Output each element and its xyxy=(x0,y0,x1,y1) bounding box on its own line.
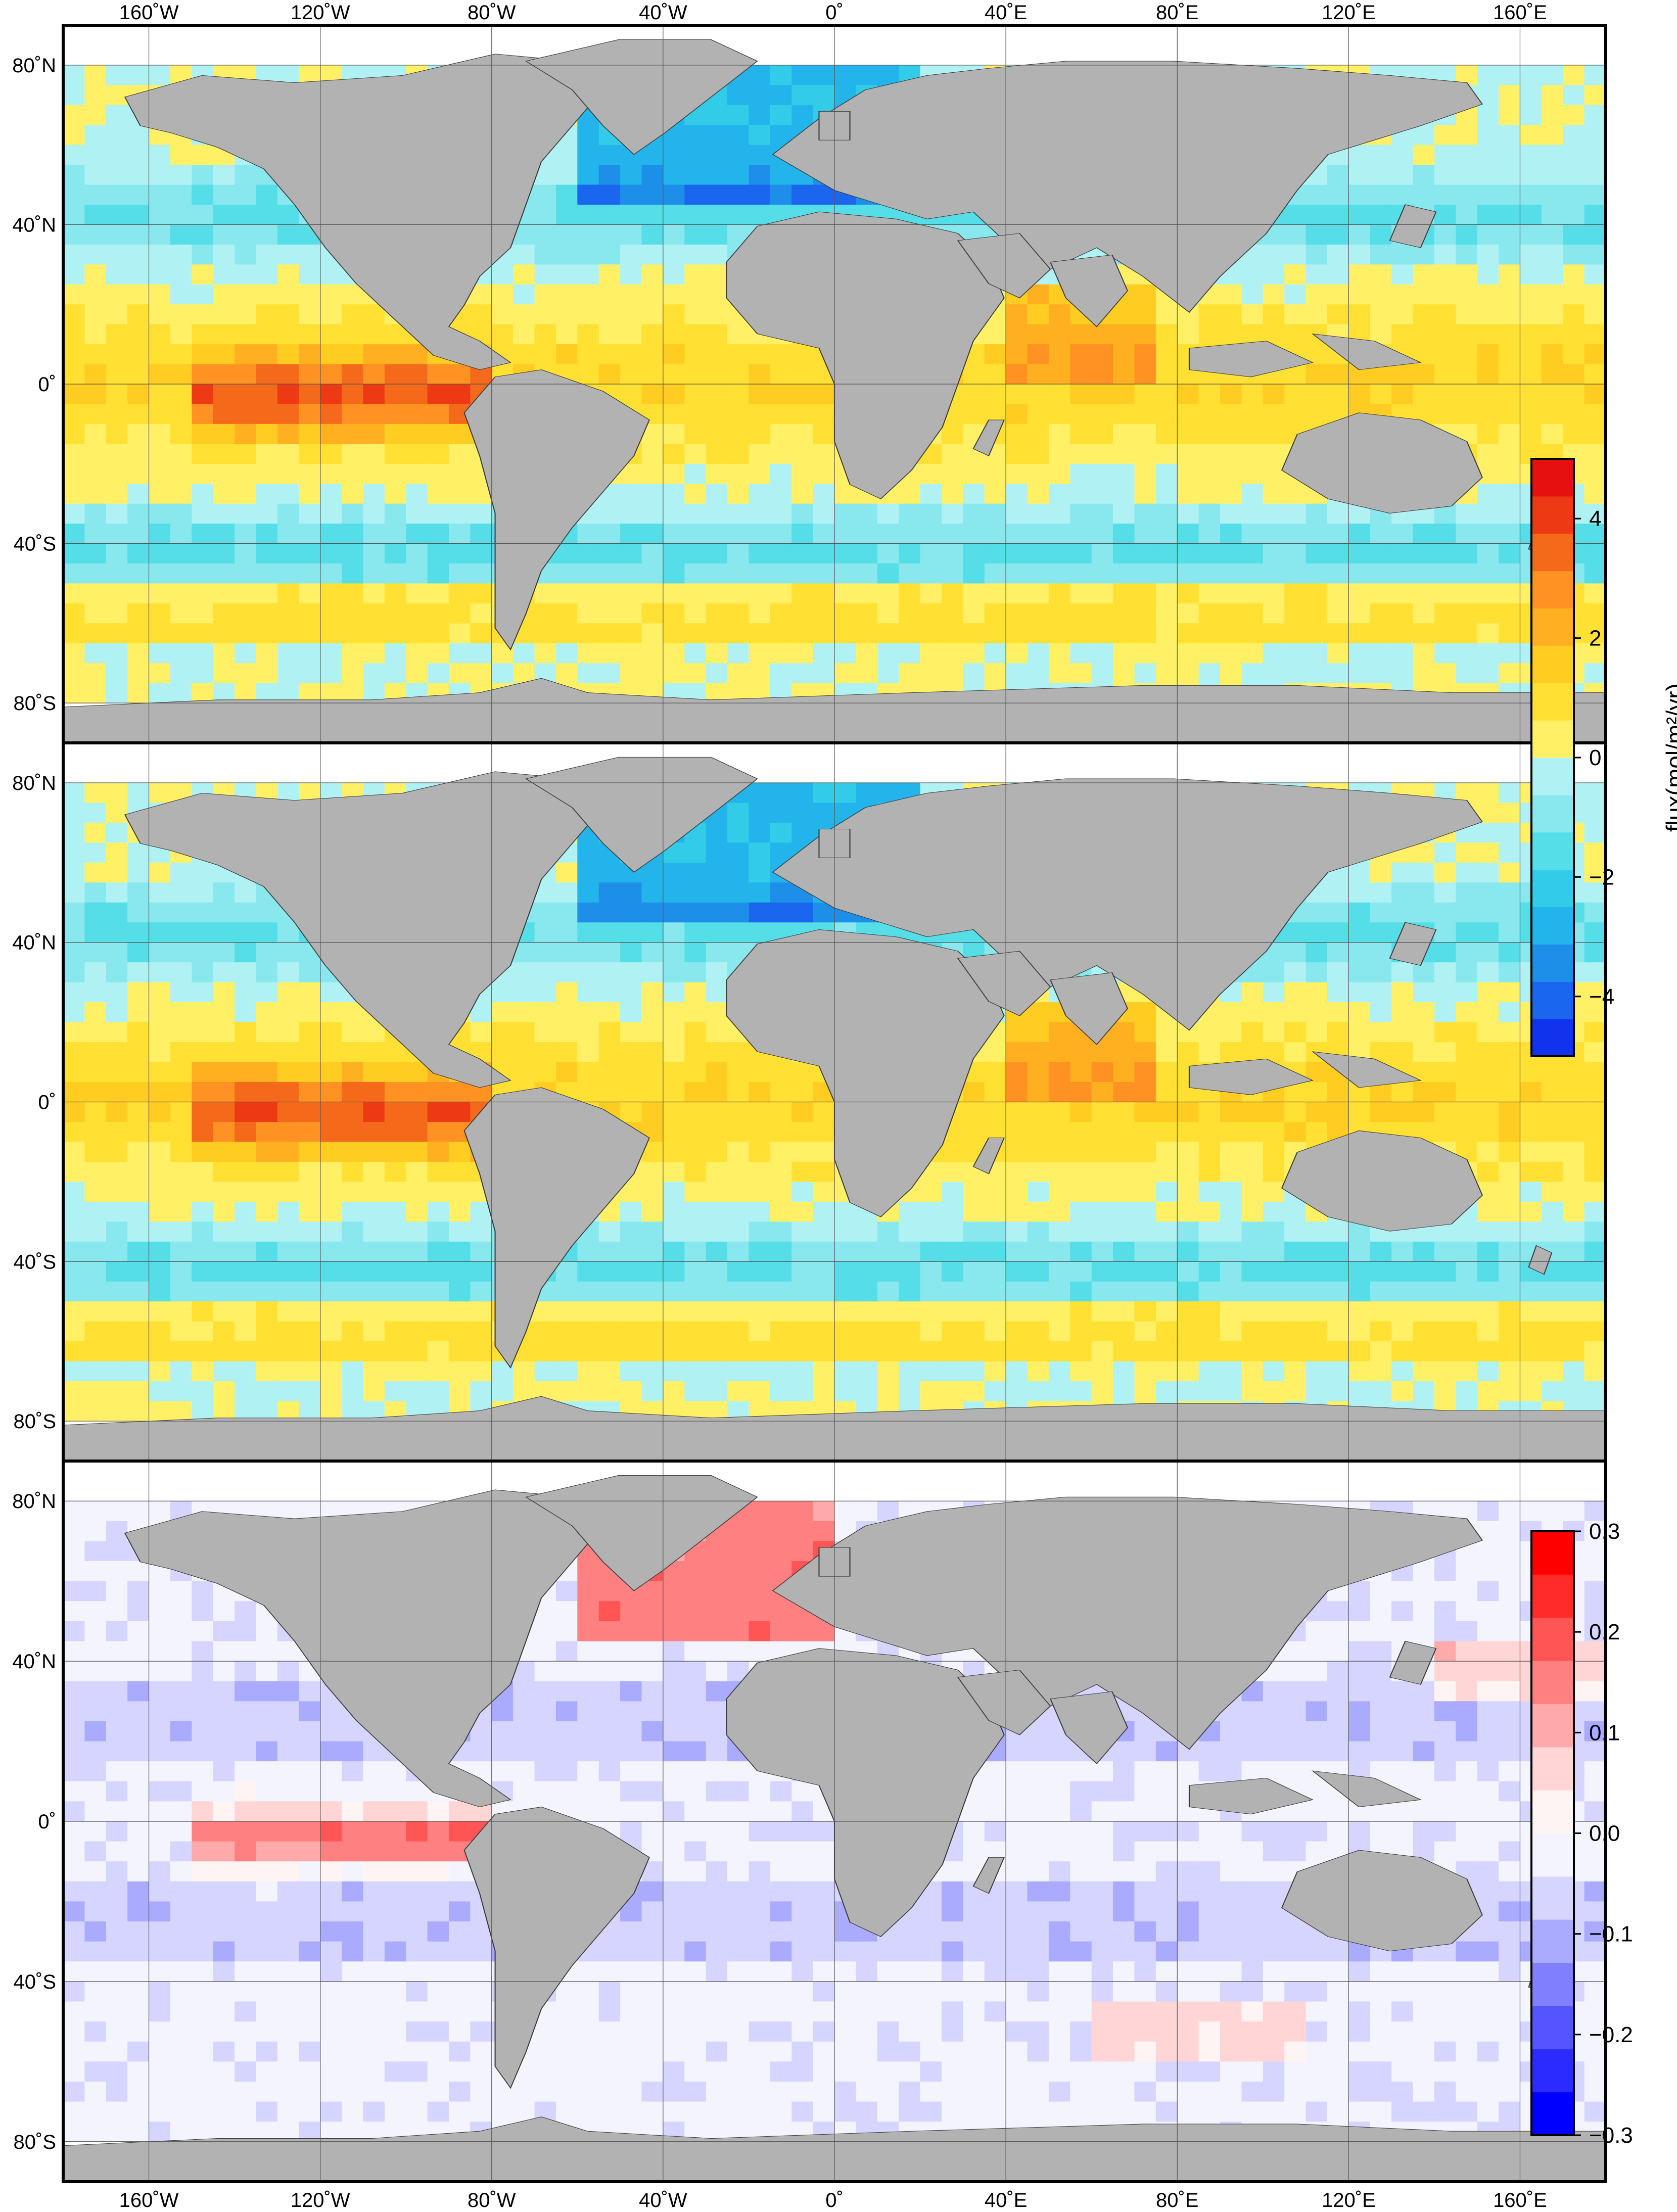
colorbar-swatch xyxy=(1531,794,1574,833)
graticule xyxy=(63,1461,1606,2182)
colorbar-tick-label: 0.1 xyxy=(1589,1720,1620,1745)
map-frame xyxy=(62,1460,1607,2183)
lat-tick-label: 80˚N xyxy=(12,1490,56,1513)
lat-tick-label: 40˚N xyxy=(12,214,56,236)
lon-tick-label-top: 0˚ xyxy=(825,2,844,24)
colorbar-tick-label: 0.2 xyxy=(1589,1620,1620,1644)
lon-tick-label-bottom: 160˚E xyxy=(1493,2189,1547,2211)
colorbar-tick-label: −0.3 xyxy=(1589,2123,1633,2148)
lat-tick-label: 0˚ xyxy=(38,1811,56,1833)
lon-tick-label-top: 40˚E xyxy=(985,2,1028,24)
colorbar-swatch xyxy=(1531,2092,1574,2136)
colorbar-tick-label: −0.1 xyxy=(1589,1922,1633,1947)
colorbar-swatch xyxy=(1531,1019,1574,1057)
map-panel-2 xyxy=(62,741,1607,1463)
lat-tick-label: 80˚S xyxy=(14,692,57,715)
lon-tick-label-top: 120˚E xyxy=(1322,2,1376,24)
colorbar-swatch xyxy=(1531,459,1574,497)
lat-tick-label: 40˚S xyxy=(14,533,57,555)
colorbar-swatch xyxy=(1531,645,1574,683)
graticule xyxy=(63,25,1606,743)
graticule xyxy=(63,743,1606,1461)
colorbar-swatch xyxy=(1531,720,1574,758)
colorbar-swatch xyxy=(1531,1661,1574,1704)
colorbar-swatch xyxy=(1531,1833,1574,1877)
colorbar-swatch xyxy=(1531,758,1574,795)
map-panel-3 xyxy=(62,1460,1607,2183)
lon-tick-label-top: 80˚E xyxy=(1156,2,1199,24)
lon-tick-label-bottom: 40˚E xyxy=(985,2189,1028,2211)
colorbar-axis-label: flux(mol/m²/yr) xyxy=(1661,683,1677,832)
lat-tick-label: 0˚ xyxy=(38,373,56,396)
lon-tick-label-bottom: 80˚E xyxy=(1156,2189,1199,2211)
colorbar-swatch xyxy=(1531,2049,1574,2093)
colorbar-swatch xyxy=(1531,2005,1574,2049)
colorbar-tick-label: 0 xyxy=(1589,745,1601,770)
colorbar-difference xyxy=(1530,1530,1581,2136)
lon-tick-label-bottom: 0˚ xyxy=(825,2189,844,2211)
colorbar-swatch xyxy=(1531,832,1574,870)
colorbar-tick-label: 4 xyxy=(1589,506,1601,531)
lat-tick-label: 80˚S xyxy=(14,2131,57,2153)
colorbar-swatch xyxy=(1531,907,1574,945)
colorbar-swatch xyxy=(1531,1919,1574,1963)
colorbar-swatch xyxy=(1531,1790,1574,1833)
lon-tick-label-bottom: 160˚W xyxy=(119,2189,179,2211)
map-panel-1 xyxy=(62,24,1607,744)
lat-tick-label: 80˚S xyxy=(14,1410,57,1433)
lon-tick-label-top: 160˚E xyxy=(1493,2,1547,24)
lat-tick-label: 80˚N xyxy=(12,772,56,794)
colorbar-swatch xyxy=(1531,944,1574,982)
lon-tick-label-top: 120˚W xyxy=(291,2,350,24)
lat-tick-label: 40˚N xyxy=(12,932,56,954)
colorbar-swatch xyxy=(1531,1704,1574,1748)
colorbar-tick-label: 0.3 xyxy=(1589,1519,1620,1544)
field-grid xyxy=(63,25,1606,743)
colorbar-swatch xyxy=(1531,683,1574,721)
lon-tick-label-top: 40˚W xyxy=(639,2,687,24)
colorbar-swatch xyxy=(1531,1574,1574,1618)
lon-tick-label-bottom: 120˚W xyxy=(291,2189,350,2211)
colorbar-tick-label: 2 xyxy=(1589,626,1601,651)
colorbar-swatch xyxy=(1531,1617,1574,1661)
lat-tick-label: 0˚ xyxy=(38,1092,56,1114)
colorbar-swatch xyxy=(1531,1747,1574,1791)
lat-tick-label: 40˚S xyxy=(14,1971,57,1993)
colorbar-tick-label: 0.0 xyxy=(1589,1821,1620,1846)
lon-tick-label-bottom: 40˚W xyxy=(639,2189,687,2211)
colorbar-swatch xyxy=(1531,869,1574,907)
lat-tick-label: 40˚S xyxy=(14,1251,57,1273)
colorbar-swatch xyxy=(1531,496,1574,534)
colorbar-tick-label: −2 xyxy=(1589,865,1614,889)
field-grid xyxy=(63,743,1606,1461)
field-grid xyxy=(63,1461,1606,2182)
lat-tick-label: 40˚N xyxy=(12,1651,56,1673)
colorbar-flux xyxy=(1530,458,1581,1057)
lon-tick-label-bottom: 120˚E xyxy=(1322,2189,1376,2211)
lon-tick-label-top: 160˚W xyxy=(119,2,179,24)
colorbar-swatch xyxy=(1531,1962,1574,2006)
lat-tick-label: 80˚N xyxy=(12,55,56,77)
lon-tick-label-bottom: 80˚W xyxy=(468,2189,516,2211)
colorbar-swatch xyxy=(1531,1876,1574,1920)
colorbar-swatch xyxy=(1531,1531,1574,1575)
colorbar-swatch xyxy=(1531,608,1574,646)
lon-tick-label-top: 80˚W xyxy=(468,2,516,24)
colorbar-swatch xyxy=(1531,571,1574,608)
colorbar-swatch xyxy=(1531,981,1574,1019)
colorbar-tick-label: −0.2 xyxy=(1589,2022,1633,2047)
colorbar-swatch xyxy=(1531,533,1574,572)
colorbar-tick-label: −4 xyxy=(1589,984,1614,1009)
